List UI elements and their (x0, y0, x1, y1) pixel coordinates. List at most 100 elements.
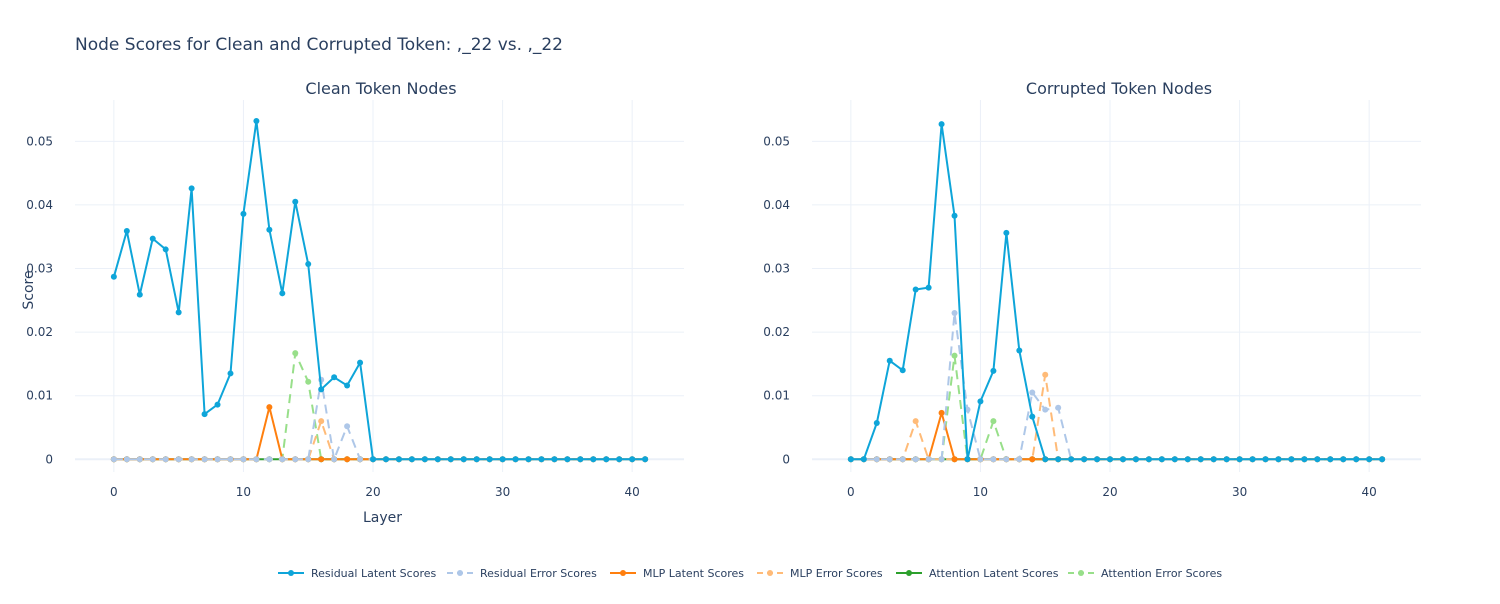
data-point (990, 456, 997, 463)
data-point (1042, 456, 1049, 463)
data-point (873, 420, 880, 427)
x-tick-label: 20 (1102, 485, 1117, 499)
legend[interactable]: Residual Latent Scores Residual Error Sc… (278, 567, 1222, 580)
data-point (344, 456, 351, 463)
data-point (577, 456, 584, 463)
y-tick-label: 0.01 (26, 389, 53, 403)
data-point (1029, 456, 1036, 463)
legend-swatch-marker (906, 570, 912, 576)
data-point (1003, 229, 1010, 236)
data-point (136, 291, 143, 298)
data-point (1210, 456, 1217, 463)
x-tick-label: 10 (236, 485, 251, 499)
data-point (1223, 456, 1230, 463)
data-point (175, 309, 182, 316)
data-point (201, 411, 208, 418)
data-point (357, 359, 364, 366)
data-point (279, 290, 286, 297)
data-point (1158, 456, 1165, 463)
data-point (538, 456, 545, 463)
series-line (850, 354, 1383, 461)
data-point (951, 212, 958, 219)
data-point (860, 456, 867, 463)
data-point (951, 352, 958, 359)
data-point (603, 456, 610, 463)
data-point (990, 418, 997, 425)
data-point (266, 456, 273, 463)
legend-swatch-marker (457, 570, 463, 576)
data-point (938, 409, 945, 416)
data-point (912, 418, 919, 425)
data-point (305, 261, 312, 268)
data-point (331, 456, 338, 463)
y-tick-label: 0.02 (26, 325, 53, 339)
data-point (964, 456, 971, 463)
subplot-1: Clean Token Nodes 0 10 20 30 40 0 0.01 0.02 0.03 0… (21, 79, 684, 526)
series-line (850, 312, 1383, 461)
data-point (253, 456, 260, 463)
data-point (227, 456, 234, 463)
data-point (188, 456, 195, 463)
data-point (370, 456, 377, 463)
series-mlp-error-scores (110, 418, 649, 463)
data-point (1094, 456, 1101, 463)
legend-item[interactable]: Residual Error Scores (447, 567, 597, 580)
data-point (1029, 389, 1036, 396)
data-point (318, 456, 325, 463)
data-point (149, 235, 156, 242)
y-tick-label: 0.03 (763, 262, 790, 276)
data-point (1081, 456, 1088, 463)
data-point (227, 370, 234, 377)
data-point (899, 456, 906, 463)
legend-item[interactable]: MLP Error Scores (757, 567, 883, 580)
x-tick-label: 40 (1362, 485, 1377, 499)
data-point (899, 367, 906, 374)
data-point (136, 456, 143, 463)
data-point (123, 456, 130, 463)
data-point (266, 226, 273, 233)
data-point (1353, 456, 1360, 463)
legend-item[interactable]: Attention Error Scores (1068, 567, 1222, 580)
data-point (1366, 456, 1373, 463)
data-point (292, 198, 299, 205)
data-point (990, 367, 997, 374)
data-point (1042, 371, 1049, 378)
x-tick-label: 0 (110, 485, 118, 499)
y-tick-label: 0 (45, 452, 53, 466)
data-point (1029, 413, 1036, 420)
data-point (305, 456, 312, 463)
y-tick-label: 0.02 (763, 325, 790, 339)
data-point (240, 210, 247, 217)
series-line (850, 411, 1383, 461)
y-tick-label: 0.04 (26, 198, 53, 212)
legend-label: Attention Error Scores (1101, 567, 1222, 580)
series-line (113, 420, 646, 461)
data-point (1197, 456, 1204, 463)
data-point (305, 378, 312, 385)
data-point (938, 456, 945, 463)
data-point (1003, 456, 1010, 463)
series-mlp-latent-scores (110, 404, 649, 463)
data-point (1184, 456, 1191, 463)
data-point (357, 456, 364, 463)
data-point (1068, 456, 1075, 463)
legend-item[interactable]: Residual Latent Scores (278, 567, 436, 580)
data-point (149, 456, 156, 463)
legend-label: Attention Latent Scores (929, 567, 1059, 580)
data-point (977, 398, 984, 405)
legend-swatch-marker (288, 570, 294, 576)
data-point (162, 246, 169, 253)
subplot-2: Corrupted Token Nodes 0 10 20 30 40 0 0.01 0.02 0… (763, 79, 1421, 499)
legend-item[interactable]: MLP Latent Scores (610, 567, 744, 580)
data-point (938, 121, 945, 128)
data-point (1275, 456, 1282, 463)
data-point (925, 456, 932, 463)
data-point (421, 456, 428, 463)
data-point (1262, 456, 1269, 463)
data-point (240, 456, 247, 463)
x-tick-label: 30 (1232, 485, 1247, 499)
legend-item[interactable]: Attention Latent Scores (896, 567, 1059, 580)
data-point (629, 456, 636, 463)
data-point (1042, 406, 1049, 413)
